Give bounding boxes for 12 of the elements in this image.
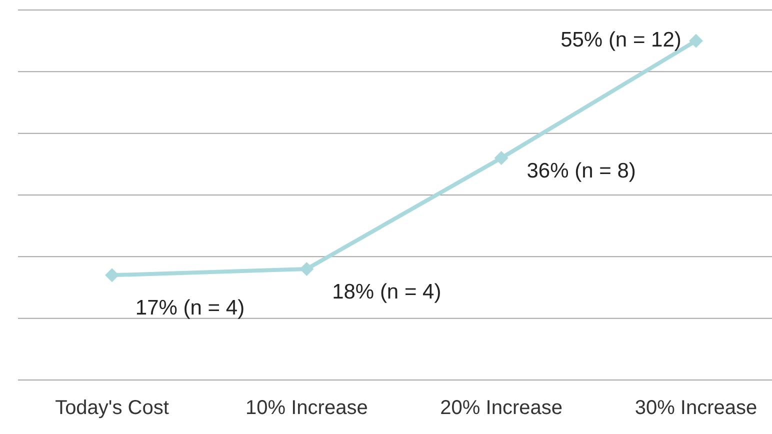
data-label: 36% (n = 8) bbox=[526, 160, 636, 183]
x-tick-label: 20% Increase bbox=[440, 397, 562, 420]
point bbox=[105, 268, 119, 282]
x-tick-label: Today's Cost bbox=[55, 397, 170, 420]
data-label: 55% (n = 12) bbox=[560, 28, 682, 52]
point bbox=[300, 262, 314, 276]
x-tick-label: 30% Increase bbox=[634, 397, 758, 420]
point bbox=[494, 151, 508, 165]
data-label: 17% (n = 4) bbox=[135, 296, 245, 320]
point bbox=[689, 34, 703, 48]
x-tick-label: 10% Increase bbox=[246, 397, 368, 420]
data-label: 18% (n = 4) bbox=[332, 280, 442, 304]
